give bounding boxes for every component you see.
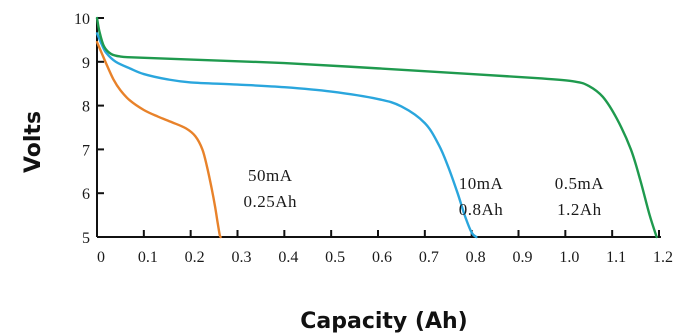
series-line-2: [95, 32, 478, 239]
annotation-2-line-1: 10mA: [459, 174, 504, 193]
x-tick-label: 0.4: [278, 249, 298, 266]
annotation-1-line-1: 50mA: [248, 166, 293, 185]
y-axis-title: Volts: [21, 111, 46, 173]
x-tick-label: 1.1: [606, 249, 626, 266]
annotation-1-line-2: 0.25Ah: [244, 192, 298, 211]
x-ticks: 0 0.1 0.2 0.3 0.4 0.5 0.6 0.7 0.8 0.9 1.0 1.1 1.2: [96, 230, 673, 266]
x-tick-label: 0.2: [185, 249, 205, 266]
x-tick-label: 0.6: [372, 249, 392, 266]
x-tick-label: 0.9: [513, 249, 533, 266]
x-axis-title: Capacity (Ah): [300, 309, 467, 334]
y-tick-label: 7: [82, 142, 90, 159]
x-tick-label: 0.8: [466, 249, 486, 266]
x-tick-label: 0: [97, 249, 105, 266]
y-tick-label: 8: [82, 99, 90, 116]
series-layer: [95, 16, 658, 239]
x-tick-label: 0.5: [325, 249, 345, 266]
annotation-2-line-2: 0.8Ah: [459, 200, 504, 219]
x-tick-label: 0.3: [232, 249, 252, 266]
annotation-3-line-2: 1.2Ah: [557, 200, 602, 219]
x-tick-label: 0.1: [138, 249, 158, 266]
annotation-3-line-1: 0.5mA: [555, 174, 604, 193]
y-tick-label: 10: [74, 11, 90, 28]
x-tick-label: 1.2: [653, 249, 673, 266]
y-tick-label: 5: [82, 230, 90, 247]
y-tick-label: 6: [82, 186, 90, 203]
series-line-1: [95, 40, 222, 239]
x-tick-label: 0.7: [419, 249, 439, 266]
x-tick-label: 1.0: [559, 249, 579, 266]
series-line-3: [95, 16, 658, 239]
annotations: 50mA 0.25Ah 10mA 0.8Ah 0.5mA 1.2Ah: [244, 166, 604, 219]
y-tick-label: 9: [82, 55, 90, 72]
